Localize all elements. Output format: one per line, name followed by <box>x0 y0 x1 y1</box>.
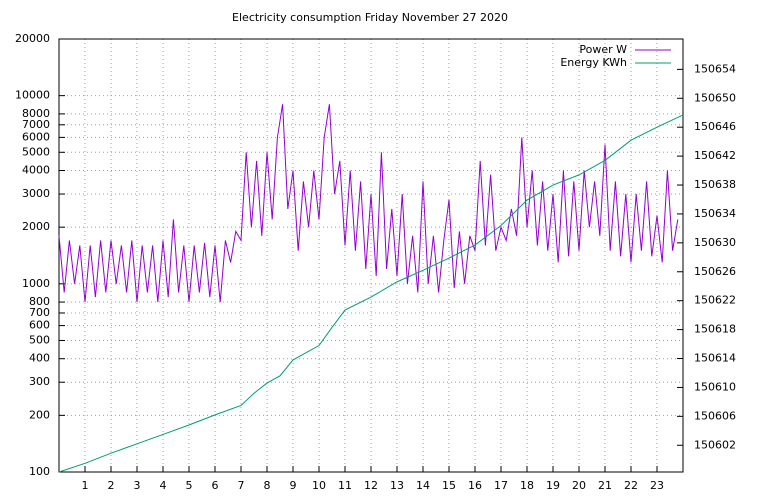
legend-label: Power W <box>579 43 627 56</box>
x-tick-label: 8 <box>264 479 271 492</box>
x-tick-label: 1 <box>82 479 89 492</box>
y-tick-label: 7000 <box>22 118 50 131</box>
legend-label: Energy KWh <box>560 56 627 69</box>
x-tick-label: 20 <box>572 479 586 492</box>
x-tick-label: 3 <box>134 479 141 492</box>
x-tick-label: 9 <box>290 479 297 492</box>
y-tick-label: 800 <box>29 295 50 308</box>
chart-title: Electricity consumption Friday November … <box>232 11 508 24</box>
y-tick-label: 300 <box>29 375 50 388</box>
y-tick-label: 500 <box>29 333 50 346</box>
x-tick-label: 22 <box>624 479 638 492</box>
y-tick-label: 600 <box>29 319 50 332</box>
y2-tick-label: 150618 <box>694 323 736 336</box>
x-tick-label: 5 <box>186 479 193 492</box>
y-tick-label: 3000 <box>22 187 50 200</box>
y-tick-label: 4000 <box>22 164 50 177</box>
y2-tick-label: 150602 <box>694 438 736 451</box>
y2-tick-label: 150610 <box>694 380 736 393</box>
x-tick-label: 7 <box>238 479 245 492</box>
x-tick-label: 11 <box>338 479 352 492</box>
x-tick-label: 4 <box>160 479 167 492</box>
y-tick-label: 1000 <box>22 277 50 290</box>
plot-border <box>58 38 684 473</box>
x-tick-label: 19 <box>546 479 560 492</box>
y-tick-label: 20000 <box>15 32 50 45</box>
x-tick-label: 6 <box>212 479 219 492</box>
y-tick-label: 2000 <box>22 220 50 233</box>
y-tick-label: 6000 <box>22 130 50 143</box>
y2-tick-label: 150622 <box>694 294 736 307</box>
y-tick-label: 400 <box>29 352 50 365</box>
x-tick-label: 14 <box>416 479 430 492</box>
y2-tick-label: 150650 <box>694 91 736 104</box>
y2-tick-label: 150630 <box>694 236 736 249</box>
x-tick-label: 18 <box>520 479 534 492</box>
y-tick-label: 200 <box>29 408 50 421</box>
y2-tick-label: 150646 <box>694 120 736 133</box>
x-tick-label: 21 <box>598 479 612 492</box>
x-tick-label: 23 <box>650 479 664 492</box>
series-line <box>58 104 679 303</box>
y2-tick-label: 150642 <box>694 149 736 162</box>
y-tick-label: 8000 <box>22 107 50 120</box>
x-tick-label: 15 <box>442 479 456 492</box>
x-tick-label: 10 <box>312 479 326 492</box>
y2-tick-label: 150654 <box>694 62 736 75</box>
y-tick-label: 10000 <box>15 89 50 102</box>
y2-tick-label: 150638 <box>694 178 736 191</box>
y-tick-label: 700 <box>29 306 50 319</box>
y2-tick-label: 150634 <box>694 207 736 220</box>
x-tick-label: 13 <box>390 479 404 492</box>
series-line <box>58 114 684 473</box>
x-tick-label: 17 <box>494 479 508 492</box>
x-tick-label: 16 <box>468 479 482 492</box>
y-tick-label: 100 <box>29 465 50 478</box>
x-tick-label: 12 <box>364 479 378 492</box>
y2-tick-label: 150614 <box>694 352 736 365</box>
y-tick-label: 5000 <box>22 145 50 158</box>
x-tick-label: 2 <box>108 479 115 492</box>
y2-tick-label: 150626 <box>694 265 736 278</box>
y2-tick-label: 150606 <box>694 409 736 422</box>
